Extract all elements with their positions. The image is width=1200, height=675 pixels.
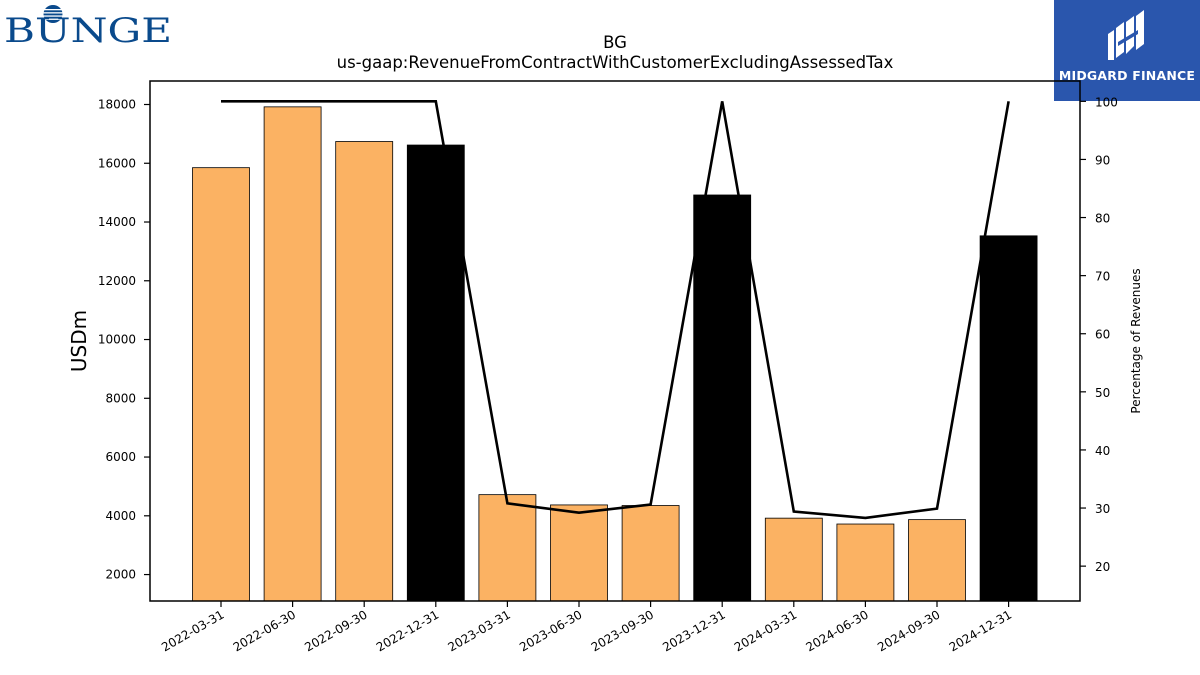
y2-tick-label: 40 <box>1095 444 1110 458</box>
bar-2024-03-31 <box>764 517 823 602</box>
bar-2024-06-30 <box>836 523 895 602</box>
y-tick-label: 14000 <box>98 215 136 229</box>
bar-2024-12-31 <box>979 235 1038 602</box>
y2-tick-label: 20 <box>1095 560 1110 574</box>
x-tick-label: 2022-06-30 <box>231 607 298 654</box>
bar-2023-06-30 <box>550 504 608 602</box>
bar-series <box>192 106 1038 602</box>
y-tick-label: 4000 <box>105 509 136 523</box>
bar-2023-03-31 <box>478 494 537 602</box>
y-tick-label: 12000 <box>98 274 136 288</box>
y2-tick-label: 100 <box>1095 95 1118 109</box>
x-tick-label: 2024-06-30 <box>803 607 870 654</box>
bar-2022-09-30 <box>335 141 394 602</box>
y-tick-label: 16000 <box>98 156 136 170</box>
x-tick-label: 2024-03-31 <box>732 607 799 654</box>
y-tick-label: 10000 <box>98 333 136 347</box>
y-tick-label: 6000 <box>105 450 136 464</box>
x-tick-label: 2022-03-31 <box>159 607 226 654</box>
midgard-finance-logo: MIDGARD FINANCE <box>1054 0 1200 101</box>
y2-tick-label: 50 <box>1095 386 1110 400</box>
x-tick-label: 2023-03-31 <box>445 607 512 654</box>
bunge-logo: BUNGE <box>4 5 172 48</box>
bar-2022-06-30 <box>263 106 322 602</box>
y-axis-left: 2000 4000 6000 8000 10000 12000 14000 16000 1800… <box>98 98 150 582</box>
x-tick-label: 2023-09-30 <box>589 607 656 654</box>
y-axis-label: USDm <box>67 310 91 372</box>
y-axis-right: 20 30 40 50 60 70 80 90 100 <box>1080 95 1118 574</box>
y2-tick-label: 80 <box>1095 212 1110 226</box>
y-tick-label: 2000 <box>105 568 136 582</box>
midgard-finance-logo-icon <box>1108 10 1144 60</box>
y-tick-label: 18000 <box>98 98 136 112</box>
bar-2023-12-31 <box>693 194 752 602</box>
percentage-line <box>221 100 1010 520</box>
y2-tick-label: 90 <box>1095 153 1110 167</box>
x-tick-label: 2023-06-30 <box>517 607 584 654</box>
bar-2022-12-31 <box>406 144 465 602</box>
chart-subtitle: us-gaap:RevenueFromContractWithCustomerE… <box>336 53 894 72</box>
bar-2022-03-31 <box>192 167 250 602</box>
midgard-finance-logo-text: MIDGARD FINANCE <box>1058 68 1196 83</box>
bunge-logo-text: BUNGE <box>4 11 172 48</box>
y2-tick-label: 70 <box>1095 270 1110 284</box>
x-tick-label: 2023-12-31 <box>660 607 727 654</box>
x-tick-label: 2022-09-30 <box>302 607 369 654</box>
bar-2024-09-30 <box>908 519 966 602</box>
bunge-globe-icon <box>42 5 64 23</box>
y-tick-label: 8000 <box>105 391 136 405</box>
y2-axis-label: Percentage of Revenues <box>1129 268 1143 413</box>
x-tick-label: 2022-12-31 <box>374 607 441 654</box>
bar-2023-09-30 <box>621 505 680 602</box>
chart-title: BG <box>603 33 627 52</box>
plot-frame <box>149 80 1081 602</box>
y2-tick-label: 60 <box>1095 328 1110 342</box>
x-axis: 2022-03-31 2022-06-30 2022-09-30 2022-12-31… <box>159 601 1014 654</box>
x-tick-label: 2024-12-31 <box>947 607 1014 654</box>
x-tick-label: 2024-09-30 <box>875 607 942 654</box>
y2-tick-label: 30 <box>1095 502 1110 516</box>
